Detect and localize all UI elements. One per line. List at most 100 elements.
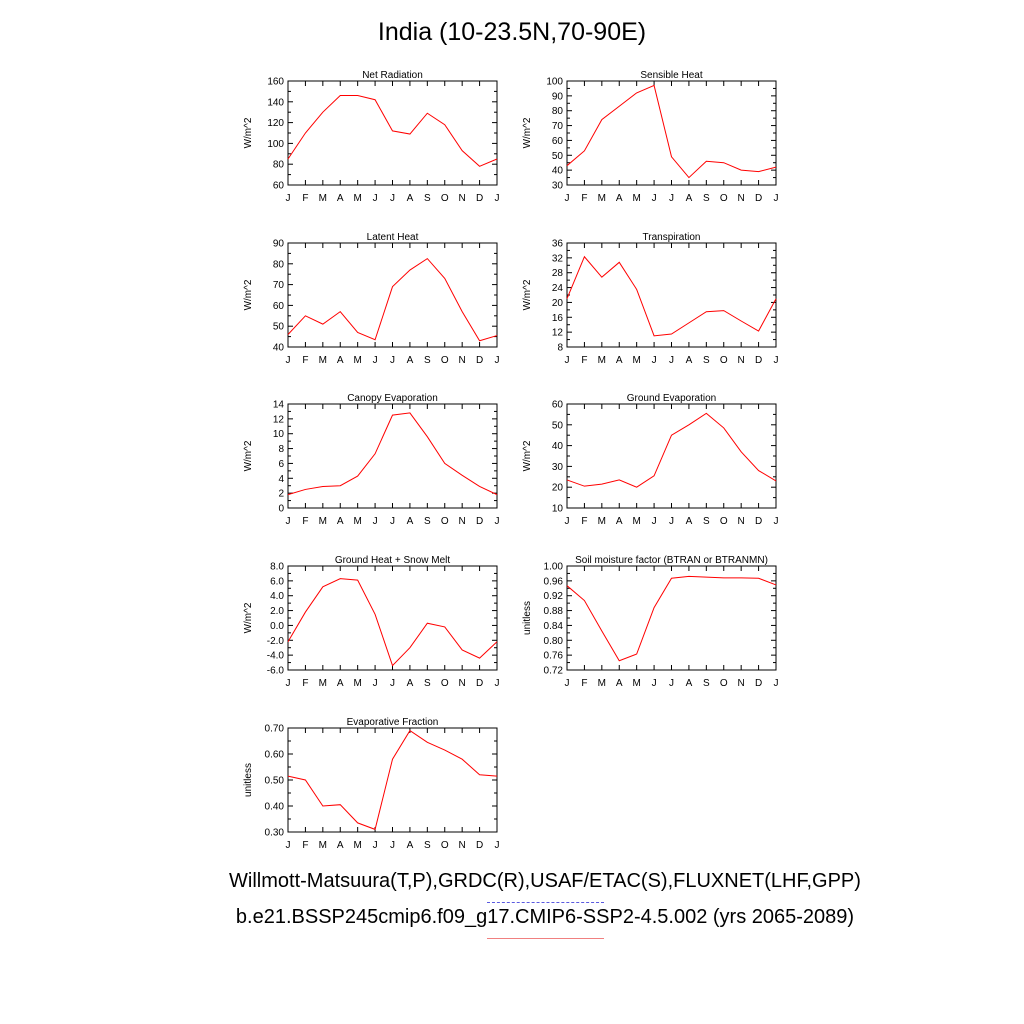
- x-tick-label: M: [598, 516, 606, 527]
- y-tick-label: 20: [552, 298, 564, 309]
- x-tick-label: F: [302, 355, 308, 366]
- x-tick-label: S: [703, 678, 710, 689]
- x-tick-label: J: [565, 516, 570, 527]
- y-axis-label: W/m^2: [243, 602, 254, 633]
- y-tick-label: 30: [552, 462, 564, 473]
- x-tick-label: J: [495, 355, 500, 366]
- x-tick-label: N: [459, 678, 466, 689]
- chart-title: Latent Heat: [367, 232, 419, 243]
- series-line: [287, 729, 498, 831]
- x-tick-label: O: [720, 193, 728, 204]
- x-tick-label: A: [616, 516, 623, 527]
- y-tick-label: 0.0: [270, 621, 284, 632]
- plot-frame: [287, 727, 498, 833]
- x-tick-label: J: [669, 516, 674, 527]
- x-tick-label: A: [337, 840, 344, 851]
- x-tick-label: J: [390, 840, 395, 851]
- y-tick-label: 140: [267, 97, 284, 108]
- x-tick-label: O: [441, 355, 449, 366]
- y-tick-label: 0.92: [544, 591, 564, 602]
- y-tick-label: 6.0: [270, 576, 284, 587]
- plot-frame: [566, 565, 777, 671]
- x-tick-label: J: [565, 193, 570, 204]
- x-tick-label: N: [459, 355, 466, 366]
- x-tick-label: O: [720, 355, 728, 366]
- series-line: [287, 412, 498, 496]
- x-tick-label: J: [669, 678, 674, 689]
- x-tick-label: M: [598, 193, 606, 204]
- y-tick-label: 90: [552, 91, 564, 102]
- x-tick-label: F: [302, 840, 308, 851]
- x-tick-label: F: [302, 678, 308, 689]
- y-tick-label: 70: [273, 280, 285, 291]
- x-tick-label: J: [774, 516, 779, 527]
- y-tick-label: 60: [273, 181, 285, 192]
- x-tick-label: J: [286, 678, 291, 689]
- x-tick-label: S: [703, 516, 710, 527]
- y-tick-label: 10: [552, 504, 564, 515]
- x-tick-label: S: [424, 516, 431, 527]
- x-tick-label: D: [476, 355, 483, 366]
- x-tick-label: D: [755, 678, 762, 689]
- x-tick-label: D: [476, 840, 483, 851]
- y-tick-label: 20: [552, 483, 564, 494]
- x-tick-label: J: [390, 678, 395, 689]
- y-tick-label: 0.76: [544, 651, 564, 662]
- y-tick-label: 0.70: [265, 724, 285, 735]
- x-tick-label: A: [616, 678, 623, 689]
- x-tick-label: A: [337, 678, 344, 689]
- x-tick-label: M: [353, 516, 361, 527]
- x-tick-label: F: [302, 516, 308, 527]
- y-tick-label: 70: [552, 121, 564, 132]
- x-tick-label: O: [441, 678, 449, 689]
- y-tick-label: 80: [552, 106, 564, 117]
- y-tick-label: -2.0: [267, 636, 285, 647]
- x-tick-label: J: [565, 355, 570, 366]
- y-tick-label: 16: [552, 313, 564, 324]
- y-tick-label: 4.0: [270, 591, 284, 602]
- x-tick-label: A: [407, 678, 414, 689]
- x-tick-label: J: [495, 516, 500, 527]
- y-tick-label: 60: [552, 400, 564, 411]
- y-tick-label: 0.40: [265, 802, 285, 813]
- x-tick-label: A: [616, 355, 623, 366]
- y-tick-label: 0.72: [544, 666, 564, 677]
- x-tick-label: A: [407, 193, 414, 204]
- x-tick-label: J: [652, 355, 657, 366]
- x-tick-label: J: [669, 193, 674, 204]
- y-tick-label: 6: [278, 459, 284, 470]
- y-tick-label: 14: [273, 400, 285, 411]
- y-axis-label: W/m^2: [243, 440, 254, 471]
- x-tick-label: D: [476, 678, 483, 689]
- chart-title: Ground Evaporation: [627, 393, 717, 404]
- y-axis-label: W/m^2: [522, 440, 533, 471]
- x-tick-label: S: [424, 193, 431, 204]
- y-tick-label: 40: [273, 343, 285, 354]
- x-tick-label: D: [755, 355, 762, 366]
- x-tick-label: M: [598, 678, 606, 689]
- y-tick-label: 60: [273, 301, 285, 312]
- x-tick-label: S: [424, 840, 431, 851]
- y-tick-label: 4: [278, 474, 284, 485]
- model-case-caption: b.e21.BSSP245cmip6.f09_g17.CMIP6-SSP2-4.…: [235, 906, 855, 928]
- x-tick-label: M: [353, 840, 361, 851]
- x-tick-label: J: [669, 355, 674, 366]
- x-tick-label: A: [407, 355, 414, 366]
- x-tick-label: J: [390, 193, 395, 204]
- x-tick-label: M: [632, 678, 640, 689]
- y-tick-label: 28: [552, 268, 564, 279]
- y-tick-label: 0.96: [544, 576, 564, 587]
- x-tick-label: O: [720, 516, 728, 527]
- y-tick-label: 0.84: [544, 621, 564, 632]
- chart-title: Soil moisture factor (BTRAN or BTRANMN): [575, 555, 768, 566]
- x-tick-label: J: [652, 678, 657, 689]
- evaporative-fraction-chart: Evaporative Fraction 0.30 0.40 0.50 0.60 0.70…: [243, 717, 500, 851]
- x-tick-label: F: [581, 193, 587, 204]
- x-tick-label: D: [476, 516, 483, 527]
- x-tick-label: J: [373, 355, 378, 366]
- x-tick-label: J: [495, 840, 500, 851]
- x-tick-label: M: [598, 355, 606, 366]
